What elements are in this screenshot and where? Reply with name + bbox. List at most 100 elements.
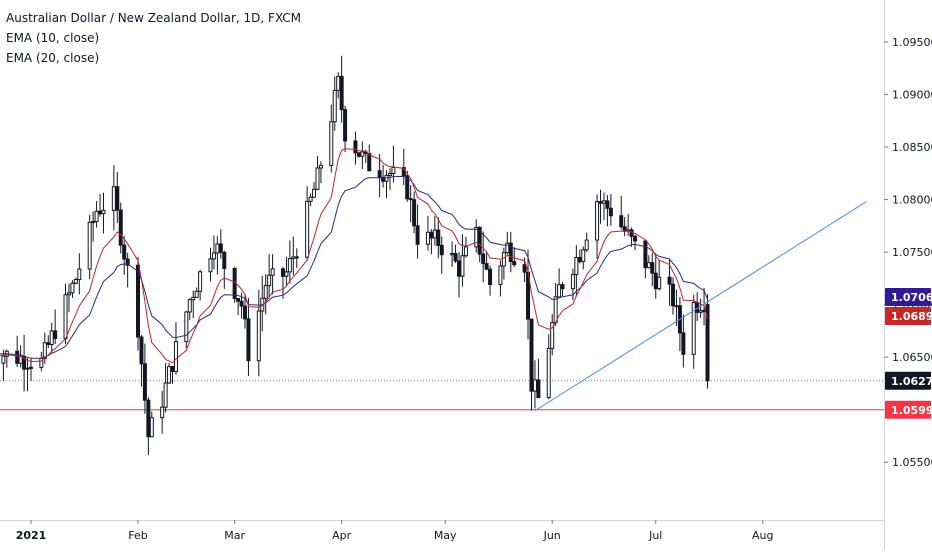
candle-body[interactable] [619,215,624,228]
candle-body[interactable] [498,265,503,285]
candle-body[interactable] [457,260,461,277]
candle-body[interactable] [294,256,299,259]
candle-body[interactable] [387,173,392,176]
candle-body[interactable] [601,200,606,204]
candle-body[interactable] [246,318,251,362]
candle-body[interactable] [305,200,310,258]
candle-body[interactable] [550,322,555,349]
candle-body[interactable] [412,199,417,227]
candle-body[interactable] [536,379,541,399]
candle-body[interactable] [415,225,420,245]
trendline[interactable] [534,201,867,412]
candle-body[interactable] [287,258,292,273]
candle-body[interactable] [29,366,33,369]
candle-body[interactable] [608,207,613,217]
candle-body[interactable] [208,258,213,273]
candle-body[interactable] [343,109,348,142]
candle-body[interactable] [633,235,638,242]
candle-body[interactable] [139,336,144,365]
candle-body[interactable] [429,231,434,239]
candle-body[interactable] [574,256,579,276]
candle-body[interactable] [425,231,430,245]
candle-body[interactable] [705,304,710,382]
candle-body[interactable] [91,221,96,224]
candle-body[interactable] [312,188,317,198]
candle-body[interactable] [125,258,130,266]
candle-body[interactable] [646,262,651,269]
candle-body[interactable] [432,229,437,239]
candle-body[interactable] [194,290,199,298]
candle-body[interactable] [284,271,289,277]
candle-body[interactable] [629,229,634,237]
candle-body[interactable] [408,198,413,201]
candle-body[interactable] [553,296,558,324]
candle-body[interactable] [698,310,703,313]
candle-body[interactable] [605,200,610,209]
candle-body[interactable] [667,276,672,285]
candle-body[interactable] [391,167,396,175]
candle-body[interactable] [122,244,127,260]
candle-body[interactable] [173,341,178,372]
candle-body[interactable] [332,89,337,123]
ema10-line[interactable] [0,148,708,364]
candle-body[interactable] [243,305,247,320]
candle-body[interactable] [66,292,71,296]
candle-body[interactable] [191,296,196,301]
candle-body[interactable] [674,305,679,308]
candle-body[interactable] [239,300,244,307]
candle-body[interactable] [598,201,603,204]
candle-body[interactable] [681,332,686,355]
candle-body[interactable] [98,210,103,215]
candle-body[interactable] [653,272,658,290]
candle-body[interactable] [184,311,189,343]
candle-body[interactable] [170,366,175,372]
candle-body[interactable] [532,379,537,392]
candle-body[interactable] [15,350,20,364]
candle-body[interactable] [146,399,151,438]
candle-body[interactable] [267,274,272,287]
candle-body[interactable] [439,244,444,256]
candle-body[interactable] [356,152,361,157]
candle-body[interactable] [291,256,296,260]
candle-body[interactable] [42,342,47,359]
candle-body[interactable] [73,279,78,284]
ema10-label[interactable]: EMA (10, close) [6,31,100,45]
candle-body[interactable] [512,261,517,266]
candle-body[interactable] [77,268,82,281]
candle-body[interactable] [236,298,241,302]
candle-body[interactable] [222,251,227,270]
candle-body[interactable] [657,276,662,290]
candle-body[interactable] [308,196,313,202]
candle-body[interactable] [691,302,696,355]
candle-body[interactable] [488,268,493,285]
candle-body[interactable] [622,226,627,232]
candle-body[interactable] [136,264,140,338]
candle-body[interactable] [436,229,441,246]
candle-body[interactable] [453,253,458,262]
candle-body[interactable] [353,140,358,154]
candle-body[interactable] [49,330,54,346]
candle-body[interactable] [270,268,275,276]
candle-body[interactable] [643,240,648,269]
candle-body[interactable] [149,417,154,438]
candle-body[interactable] [560,284,565,290]
candle-body[interactable] [405,175,410,200]
candle-body[interactable] [367,153,372,172]
candle-body[interactable] [339,75,344,111]
candle-body[interactable] [463,246,468,257]
candle-body[interactable] [142,363,147,401]
candle-body[interactable] [650,262,655,274]
candle-body[interactable] [218,243,223,253]
candle-body[interactable] [318,164,323,169]
ema20-label[interactable]: EMA (20, close) [6,51,100,65]
candle-body[interactable] [211,252,216,260]
candle-body[interactable] [1,355,6,364]
candle-body[interactable] [557,284,562,298]
candle-body[interactable] [508,242,513,263]
ema20-line[interactable] [0,175,708,359]
candle-body[interactable] [329,121,334,166]
candle-body[interactable] [118,209,123,246]
candle-body[interactable] [46,342,51,346]
